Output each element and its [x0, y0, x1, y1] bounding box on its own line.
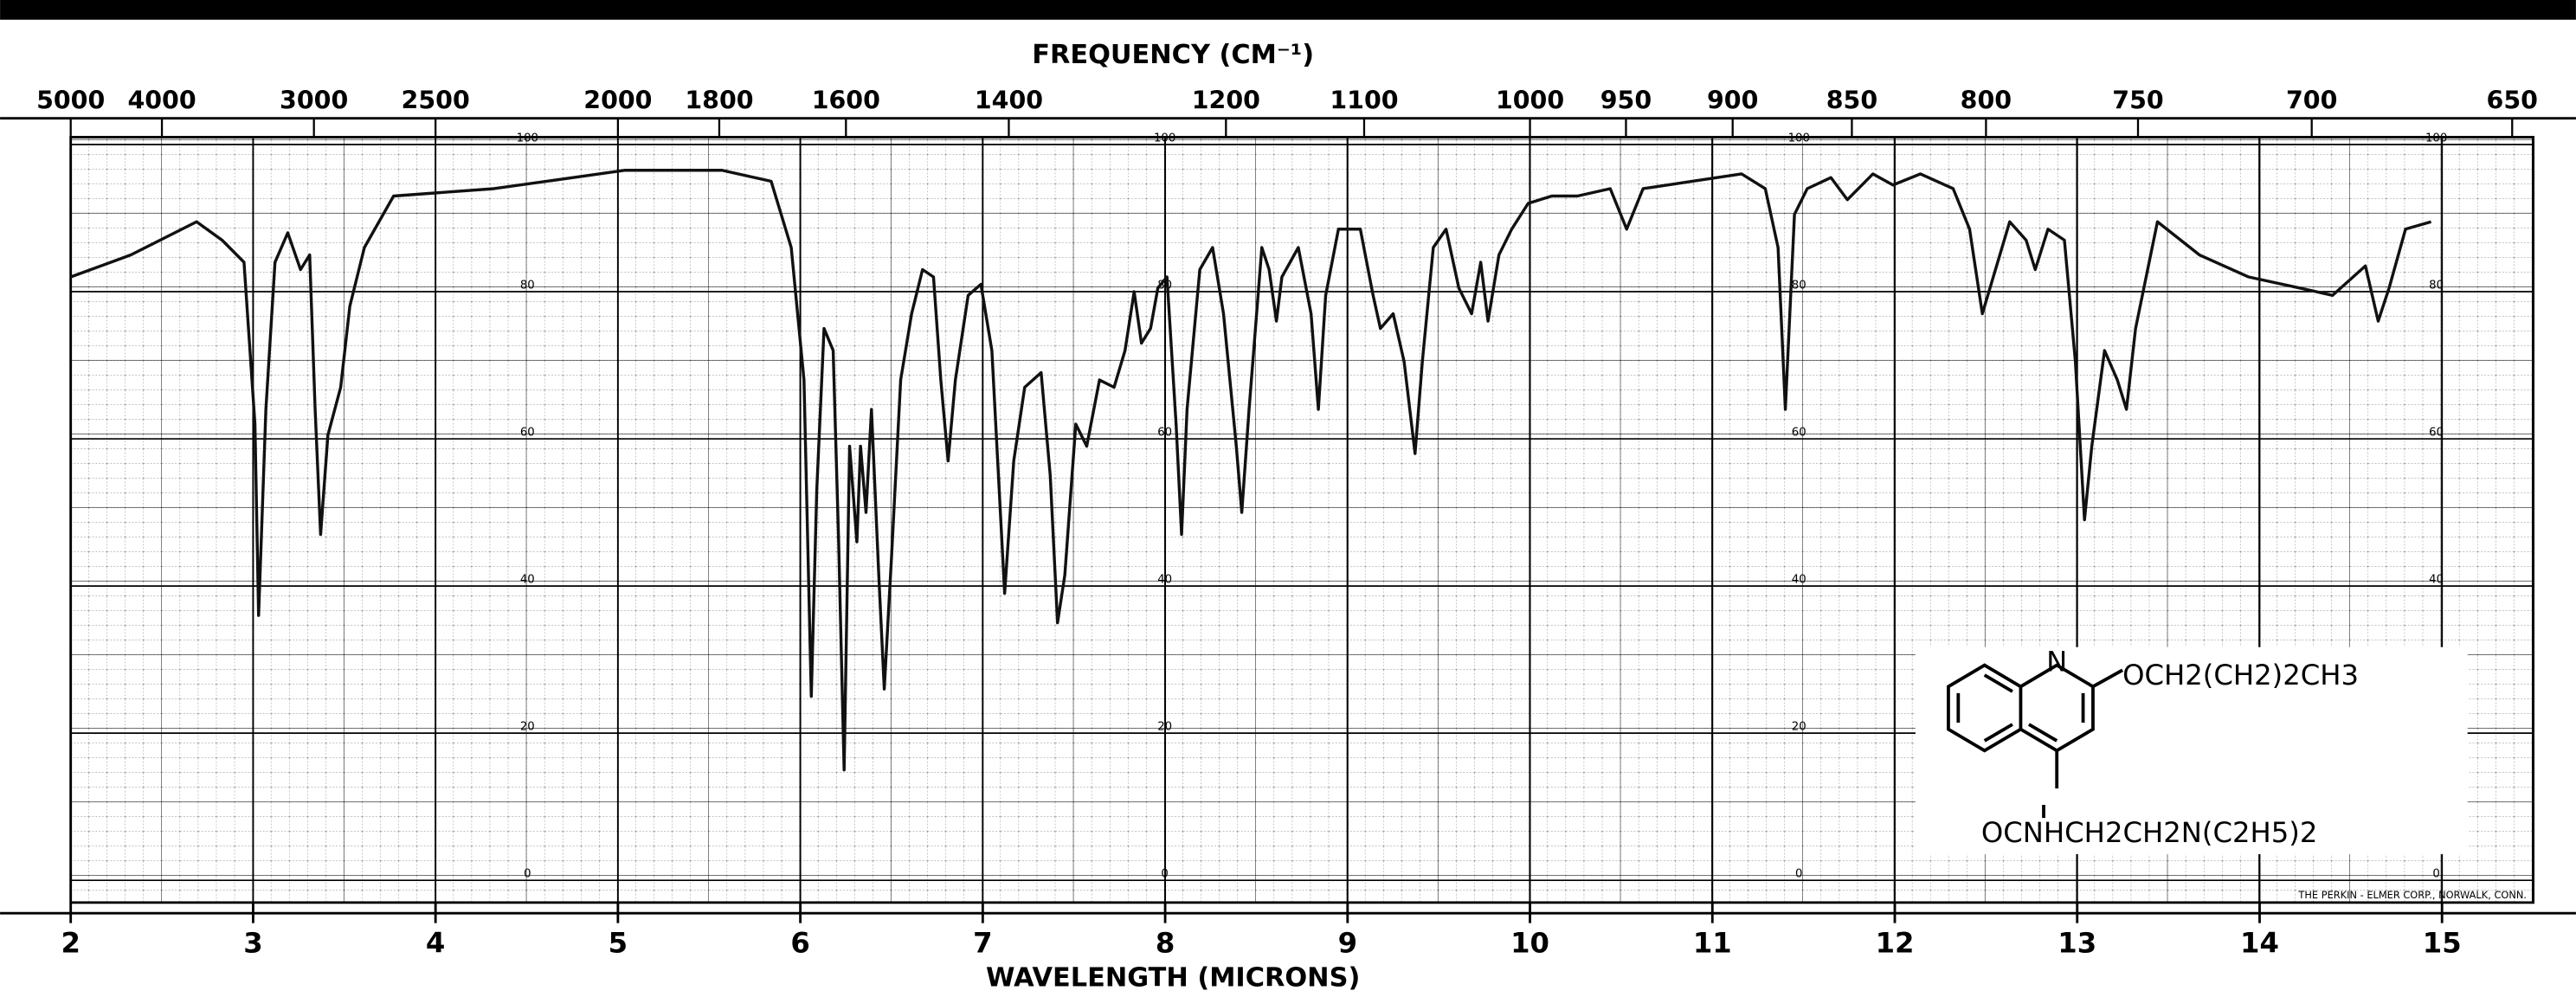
x2-tick-label: 950	[1600, 87, 1652, 115]
quinoline-ring	[1947, 663, 2124, 819]
y-tick-label: 60	[2429, 426, 2444, 439]
y-tick-label: 100	[2425, 132, 2447, 145]
y-tick-label: 40	[2429, 574, 2444, 587]
x-tick-label: 14	[2240, 926, 2279, 959]
y-tick-label: 60	[520, 426, 535, 439]
x2-tick-label: 5000	[36, 87, 105, 115]
y-tick-label: 20	[520, 721, 535, 734]
y-tick-label: 100	[1788, 132, 1810, 145]
manufacturer-note: THE PERKIN - ELMER CORP., NORWALK, CONN.	[2297, 889, 2527, 901]
x-axis-title: WAVELENGTH (MICRONS)	[986, 963, 1360, 994]
x-tick-label: 15	[2423, 926, 2462, 959]
y-tick-label: 40	[520, 574, 535, 587]
structure-background	[1915, 646, 2468, 854]
x2-tick-label: 1000	[1496, 87, 1564, 115]
x2-tick-label: 750	[2112, 87, 2163, 115]
x2-tick-label: 1100	[1330, 87, 1398, 115]
top-border	[0, 0, 2576, 20]
x2-tick-label: 1200	[1192, 87, 1260, 115]
x-tick-label: 8	[1156, 926, 1175, 959]
x2-tick-label: 2000	[583, 87, 652, 115]
y-tick-label: 80	[520, 279, 535, 292]
y-tick-label: 0	[1795, 868, 1802, 881]
x2-tick-label: 4000	[127, 87, 196, 115]
x-tick-label: 9	[1338, 926, 1357, 959]
x2-tick-label: 900	[1707, 87, 1758, 115]
y-tick-label: 0	[524, 868, 531, 881]
spectrum-line	[70, 169, 2432, 772]
x-tick-label: 12	[1876, 926, 1915, 959]
x-tick-label: 4	[426, 926, 445, 959]
y-tick-label: 40	[1792, 574, 1806, 587]
y-tick-label: 60	[1792, 426, 1806, 439]
x2-tick-label: 1600	[812, 87, 880, 115]
x2-tick-label: 1400	[975, 87, 1043, 115]
x2-tick-label: 1800	[685, 87, 753, 115]
substituent-2: OCH2(CH2)2CH3	[2122, 659, 2359, 691]
x2-tick-label: 3000	[280, 87, 348, 115]
x2-tick-label: 650	[2487, 87, 2538, 115]
x-tick-label: 2	[61, 926, 80, 959]
y-tick-label: 80	[2429, 279, 2444, 292]
x-tick-label: 10	[1510, 926, 1549, 959]
x2-tick-label: 700	[2286, 87, 2337, 115]
x-tick-label: 13	[2058, 926, 2096, 959]
y-tick-label: 0	[2432, 868, 2439, 881]
structure-box: N OCH2(CH2)2CH3 OCNHCH2CH2N(C2H5)2	[1915, 646, 2468, 854]
y-tick-label: 20	[1792, 721, 1806, 734]
x-tick-label: 6	[790, 926, 809, 959]
x-tick-label: 11	[1693, 926, 1732, 959]
x2-tick-label: 2500	[402, 87, 470, 115]
x2-axis-title: FREQUENCY (CM⁻¹)	[1032, 40, 1314, 70]
y-tick-label: 100	[517, 132, 538, 145]
x2-tick-label: 800	[1961, 87, 2012, 115]
substituent-4: OCNHCH2CH2N(C2H5)2	[1981, 816, 2317, 849]
y-tick-label: 80	[1792, 279, 1806, 292]
x-tick-label: 7	[973, 926, 992, 959]
ring-nitrogen: N	[2046, 646, 2067, 679]
x-tick-label: 5	[609, 926, 628, 959]
x2-tick-label: 850	[1826, 87, 1877, 115]
x-tick-label: 3	[243, 926, 262, 959]
